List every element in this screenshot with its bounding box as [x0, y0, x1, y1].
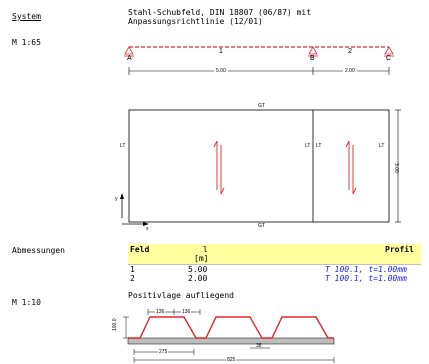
span-label-1: 1	[219, 48, 223, 55]
shear-panel	[120, 109, 401, 226]
panel-bottom-label: GT	[258, 223, 265, 229]
section-system: System	[12, 12, 41, 21]
col-l-unit: [m]	[194, 254, 209, 263]
support-plate	[127, 337, 335, 345]
span-dim-1: 5.00	[214, 68, 228, 74]
trapezoid-profile	[128, 316, 334, 339]
panel-side-label-4: LT	[379, 143, 385, 149]
title-line-2: Anpassungsrichtlinie (12/01)	[128, 17, 263, 26]
support-label-b: B	[310, 55, 315, 62]
axes-icon	[120, 193, 149, 226]
title-line-1: Stahl-Schubfeld, DIN 18807 (06/87) mit	[128, 8, 312, 17]
row-2-l: 2.00	[188, 274, 208, 283]
scale-profile: M 1:10	[12, 298, 41, 307]
shear-arrow-2	[345, 140, 357, 195]
col-profil: Profil	[385, 245, 414, 254]
support-label-c: C	[386, 55, 392, 62]
dim-rib: 275	[158, 349, 169, 355]
panel-side-label-2: LT	[305, 143, 311, 149]
panel-height-label: 3.00	[393, 163, 399, 173]
panel-side-label-1: LT	[120, 143, 126, 149]
section-abmessungen: Abmessungen	[12, 246, 65, 255]
row-2-profil: T 100.1, t=1.00mm	[325, 274, 407, 283]
scale-system: M 1:65	[12, 38, 41, 47]
support-a	[124, 46, 134, 57]
panel-side-label-3: LT	[316, 143, 322, 149]
row-2-feld: 2	[130, 274, 135, 283]
table-header	[128, 244, 421, 264]
dim-total: 825	[226, 357, 237, 363]
axis-x-label: x	[146, 226, 149, 232]
span-label-2: 2	[348, 48, 352, 55]
support-label-a: A	[127, 55, 132, 62]
row-1-feld: 1	[130, 265, 135, 274]
dim-top-1: 136	[155, 309, 166, 315]
profile-title: Positivlage aufliegend	[128, 291, 234, 300]
dim-height: 100.0	[112, 318, 118, 331]
row-1-profil: T 100.1, t=1.00mm	[325, 265, 407, 274]
shear-arrow-1	[213, 140, 225, 195]
dim-web: 38	[256, 343, 262, 349]
panel-outline	[128, 109, 390, 223]
panel-top-label: GT	[258, 103, 265, 109]
row-1-l: 5.00	[188, 265, 208, 274]
axis-y-label: y	[115, 196, 118, 202]
profile-section	[123, 309, 335, 363]
col-l: l	[203, 245, 208, 254]
col-feld: Feld	[130, 245, 150, 254]
support-b	[308, 46, 318, 57]
span-dim-2: 2.00	[343, 68, 357, 74]
dim-top-2: 136	[181, 309, 192, 315]
support-c	[384, 46, 394, 57]
